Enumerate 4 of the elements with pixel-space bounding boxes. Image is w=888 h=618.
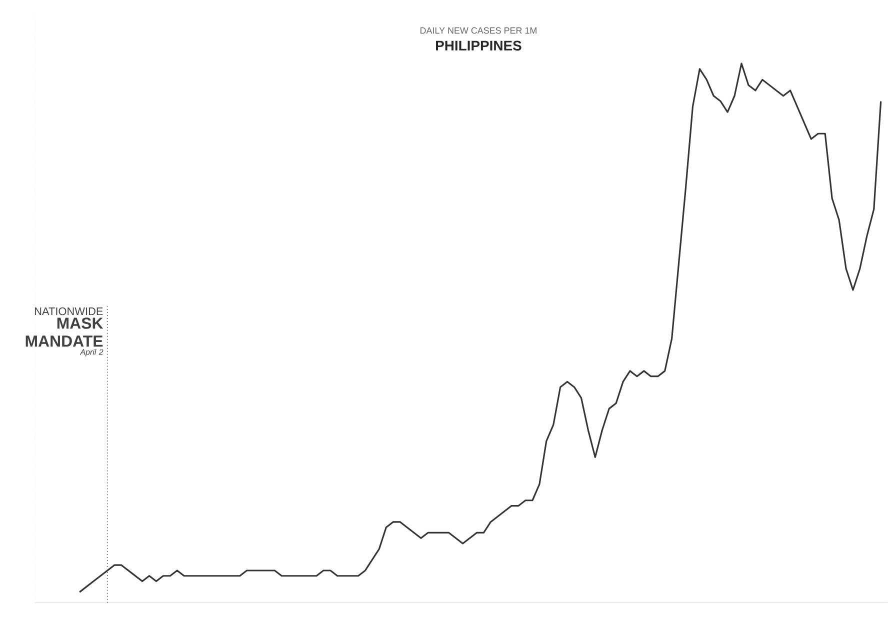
annotation: MASK MANDATE bbox=[26, 318, 104, 347]
chart-subtitle: PHILIPPINES bbox=[436, 40, 522, 51]
chart-title: DAILY NEW CASES PER 1M bbox=[420, 27, 536, 34]
annotation: NATIONWIDE bbox=[34, 308, 103, 316]
